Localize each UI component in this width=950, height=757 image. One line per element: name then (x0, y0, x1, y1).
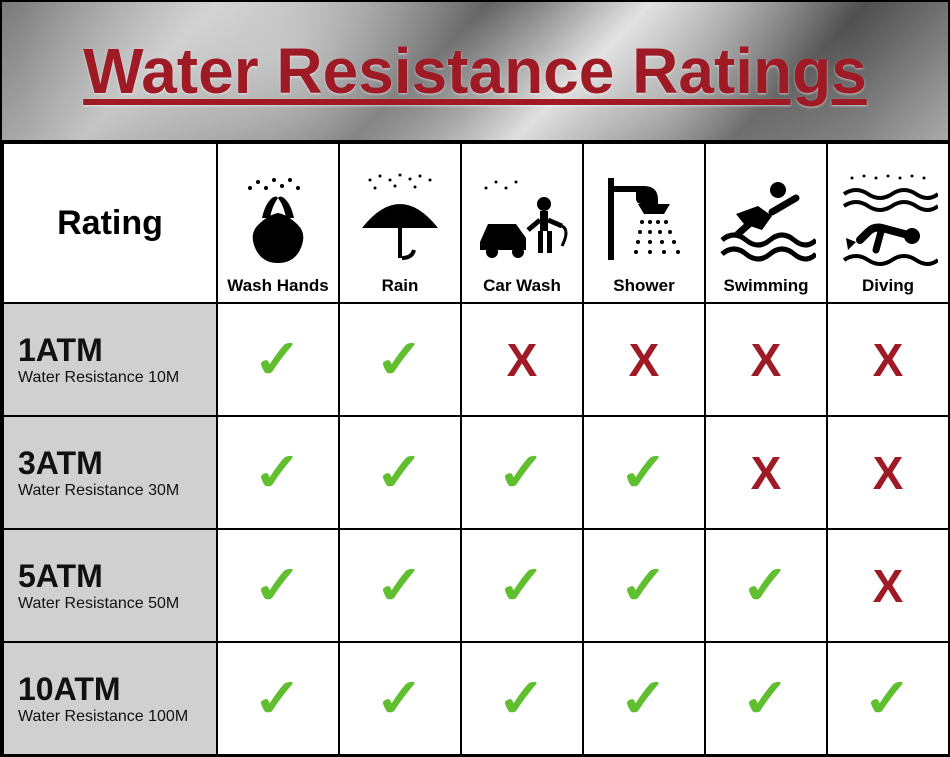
cell-supported: ✓ (461, 416, 583, 529)
check-icon: ✓ (495, 667, 549, 729)
cell-supported: ✓ (705, 529, 827, 642)
activity-header-shower: Shower (583, 143, 705, 303)
ratings-table: Rating Was (2, 142, 950, 756)
cell-not-supported: X (827, 529, 949, 642)
activity-label: Rain (382, 276, 419, 302)
rating-title: 5ATM (18, 558, 216, 595)
check-icon: ✓ (251, 328, 305, 390)
rating-title: 3ATM (18, 445, 216, 482)
page-title: Water Resistance Ratings (83, 34, 867, 108)
check-icon: ✓ (373, 328, 427, 390)
cell-supported: ✓ (339, 642, 461, 755)
cell-supported: ✓ (217, 642, 339, 755)
check-icon: ✓ (739, 554, 793, 616)
cell-not-supported: X (705, 303, 827, 416)
cell-supported: ✓ (339, 416, 461, 529)
rain-icon (350, 170, 450, 270)
table-row: 3ATMWater Resistance 30M ✓ ✓ ✓ ✓ X X (3, 416, 949, 529)
activity-label: Diving (862, 276, 914, 302)
activity-header-wash-hands: Wash Hands (217, 143, 339, 303)
rating-cell: 1ATMWater Resistance 10M (3, 303, 217, 416)
swimming-icon (716, 170, 816, 270)
activity-header-swimming: Swimming (705, 143, 827, 303)
cell-supported: ✓ (339, 529, 461, 642)
diving-icon (838, 170, 938, 270)
check-icon: ✓ (617, 441, 671, 503)
x-icon: X (873, 334, 904, 386)
check-icon: ✓ (739, 667, 793, 729)
activity-header-car-wash: Car Wash (461, 143, 583, 303)
cell-supported: ✓ (461, 529, 583, 642)
cell-supported: ✓ (583, 642, 705, 755)
rating-subtitle: Water Resistance 100M (18, 708, 216, 726)
cell-supported: ✓ (217, 303, 339, 416)
cell-not-supported: X (461, 303, 583, 416)
table-row: 1ATMWater Resistance 10M ✓ ✓ X X X X (3, 303, 949, 416)
table-header-row: Rating Was (3, 143, 949, 303)
activity-label: Car Wash (483, 276, 561, 302)
check-icon: ✓ (495, 554, 549, 616)
check-icon: ✓ (495, 441, 549, 503)
x-icon: X (873, 447, 904, 499)
activity-label: Wash Hands (227, 276, 328, 302)
x-icon: X (873, 560, 904, 612)
cell-not-supported: X (827, 303, 949, 416)
check-icon: ✓ (251, 554, 305, 616)
cell-supported: ✓ (217, 529, 339, 642)
rating-title: 10ATM (18, 671, 216, 708)
activity-label: Shower (613, 276, 674, 302)
rating-cell: 10ATMWater Resistance 100M (3, 642, 217, 755)
activity-header-rain: Rain (339, 143, 461, 303)
cell-supported: ✓ (217, 416, 339, 529)
cell-not-supported: X (827, 416, 949, 529)
cell-not-supported: X (705, 416, 827, 529)
rating-column-header: Rating (3, 143, 217, 303)
cell-supported: ✓ (827, 642, 949, 755)
check-icon: ✓ (617, 554, 671, 616)
cell-supported: ✓ (339, 303, 461, 416)
activity-label: Swimming (723, 276, 808, 302)
check-icon: ✓ (373, 554, 427, 616)
cell-supported: ✓ (583, 529, 705, 642)
x-icon: X (751, 447, 782, 499)
table-row: 5ATMWater Resistance 50M ✓ ✓ ✓ ✓ ✓ X (3, 529, 949, 642)
check-icon: ✓ (617, 667, 671, 729)
rating-subtitle: Water Resistance 10M (18, 369, 216, 387)
check-icon: ✓ (373, 667, 427, 729)
rating-title: 1ATM (18, 332, 216, 369)
check-icon: ✓ (373, 441, 427, 503)
check-icon: ✓ (251, 441, 305, 503)
activity-header-diving: Diving (827, 143, 949, 303)
rating-cell: 5ATMWater Resistance 50M (3, 529, 217, 642)
rating-subtitle: Water Resistance 50M (18, 595, 216, 613)
rating-subtitle: Water Resistance 30M (18, 482, 216, 500)
car-wash-icon (472, 170, 572, 270)
title-banner: Water Resistance Ratings (2, 2, 948, 142)
check-icon: ✓ (251, 667, 305, 729)
infographic-frame: Water Resistance Ratings Rating (0, 0, 950, 757)
wash-hands-icon (228, 170, 328, 270)
check-icon: ✓ (861, 667, 915, 729)
cell-supported: ✓ (583, 416, 705, 529)
cell-supported: ✓ (461, 642, 583, 755)
x-icon: X (629, 334, 660, 386)
table-row: 10ATMWater Resistance 100M ✓ ✓ ✓ ✓ ✓ ✓ (3, 642, 949, 755)
x-icon: X (507, 334, 538, 386)
x-icon: X (751, 334, 782, 386)
rating-cell: 3ATMWater Resistance 30M (3, 416, 217, 529)
cell-supported: ✓ (705, 642, 827, 755)
cell-not-supported: X (583, 303, 705, 416)
shower-icon (594, 170, 694, 270)
